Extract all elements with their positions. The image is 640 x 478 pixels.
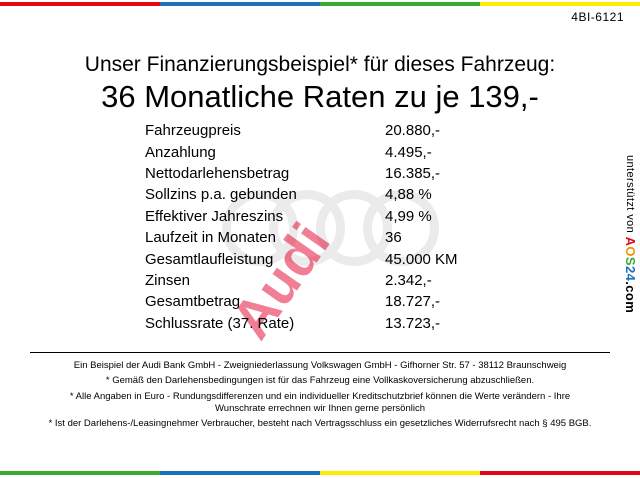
row-value: 20.880,-	[385, 122, 441, 140]
monthly-rate-headline: 36 Monatliche Raten zu je 139,-	[101, 79, 539, 114]
aos24-logo-letter: S	[623, 256, 638, 266]
row-value: 18.727,-	[385, 293, 441, 311]
disclaimer-line: * Ist der Darlehens-/Leasingnehmer Verbr…	[48, 418, 592, 430]
supported-by-label: unterstützt von	[624, 155, 636, 237]
disclaimer-line: * Alle Angaben in Euro - Rundungsdiffere…	[69, 390, 571, 415]
table-row: Laufzeit in Monaten 36	[145, 227, 485, 248]
row-value: 4.495,-	[385, 143, 432, 161]
table-row: Fahrzeugpreis 20.880,-	[145, 120, 485, 141]
table-row: Sollzins p.a. gebunden 4,88 %	[145, 184, 485, 205]
disclaimer-line: * Gemäß den Darlehensbedingungen ist für…	[105, 375, 535, 387]
aos24-logo-letter: A	[623, 236, 638, 247]
bottom-color-bar	[0, 471, 640, 475]
row-value: 4,88 %	[385, 186, 432, 204]
headline: Unser Finanzierungsbeispiel* für dieses …	[84, 53, 556, 76]
color-bar-segment	[0, 471, 160, 475]
audi-rings-watermark	[222, 190, 439, 266]
aos24-logo-letter: 4	[623, 273, 638, 282]
table-row: Gesamtlaufleistung 45.000 KM	[145, 248, 485, 269]
aos24-logo-letter: O	[623, 246, 638, 257]
row-label: Gesamtbetrag	[145, 293, 241, 311]
row-value: 2.342,-	[385, 271, 432, 289]
row-label: Anzahlung	[145, 143, 216, 161]
disclaimer-footer: Ein Beispiel der Audi Bank GmbH - Zweign…	[44, 360, 596, 434]
supported-by-vertical-text: unterstützt von AOS24.com	[623, 155, 638, 313]
table-row: Zinsen 2.342,-	[145, 270, 485, 291]
table-row: Effektiver Jahreszins 4,99 %	[145, 206, 485, 227]
table-row: Nettodarlehensbetrag 16.385,-	[145, 163, 485, 184]
aos24-logo-suffix: .com	[623, 281, 638, 314]
color-bar-segment	[480, 471, 640, 475]
color-bar-segment	[160, 471, 320, 475]
row-value: 36	[385, 229, 402, 247]
row-label: Schlussrate (37. Rate)	[145, 314, 295, 332]
color-bar-segment	[0, 2, 160, 6]
footer-divider	[30, 352, 610, 353]
color-bar-segment	[480, 2, 640, 6]
disclaimer-line: Ein Beispiel der Audi Bank GmbH - Zweign…	[73, 360, 567, 371]
row-value: 16.385,-	[385, 164, 441, 182]
row-value: 13.723,-	[385, 314, 441, 332]
row-label: Zinsen	[145, 271, 191, 289]
row-label: Effektiver Jahreszins	[145, 207, 284, 225]
table-row: Gesamtbetrag 18.727,-	[145, 291, 485, 312]
color-bar-segment	[320, 2, 480, 6]
row-label: Laufzeit in Monaten	[145, 229, 276, 247]
row-value: 4,99 %	[385, 207, 432, 225]
table-row: Anzahlung 4.495,-	[145, 141, 485, 162]
top-color-bar	[0, 2, 640, 6]
row-label: Gesamtlaufleistung	[145, 250, 274, 268]
color-bar-segment	[160, 2, 320, 6]
row-label: Sollzins p.a. gebunden	[145, 186, 297, 204]
row-value: 45.000 KM	[385, 250, 458, 268]
aos24-logo-letter: 2	[623, 266, 638, 274]
financing-table: Fahrzeugpreis 20.880,- Anzahlung 4.495,-…	[145, 120, 485, 334]
reference-number: 4BI-6121	[571, 10, 624, 24]
table-row: Schlussrate (37. Rate) 13.723,-	[145, 313, 485, 334]
row-label: Fahrzeugpreis	[145, 122, 241, 140]
row-label: Nettodarlehensbetrag	[145, 164, 290, 182]
color-bar-segment	[320, 471, 480, 475]
audi-ring	[363, 190, 439, 266]
